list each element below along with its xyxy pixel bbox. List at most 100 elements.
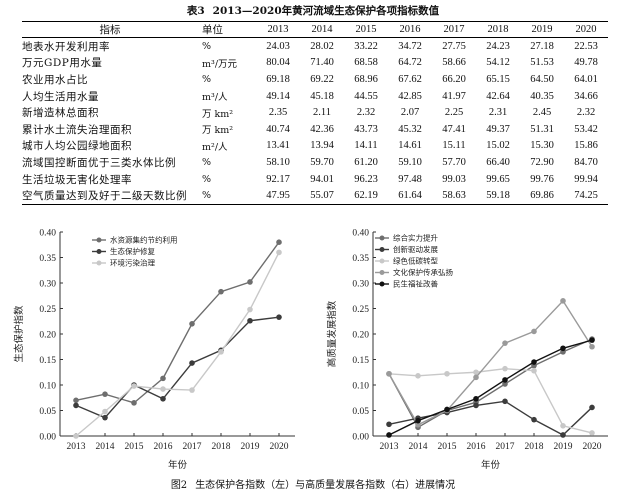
value-cell: 84.70: [574, 156, 598, 168]
value-cell: 99.76: [530, 173, 554, 185]
table-caption-text: 2013—2020年黄河流域生态保护各项指标数值: [212, 5, 440, 17]
series-line: [75, 241, 280, 404]
table-row: 人均生活用水量 m³/人 49.14 45.18 44.55 42.85 41.97 42.6…: [22, 88, 608, 105]
header-year: 2014: [300, 21, 344, 38]
data-point: [276, 314, 282, 320]
legend-swatch-marker: [379, 258, 385, 264]
data-point: [247, 317, 253, 324]
legend-swatch-marker: [379, 235, 385, 241]
series-line: [388, 367, 593, 434]
y-tick-label: 0.35: [352, 254, 369, 264]
y-tick-label: 0.20: [352, 331, 369, 341]
indicator-cell: 累计水土流失治理面积: [22, 123, 132, 136]
value-cell: 80.04: [266, 57, 290, 69]
header-year: 2015: [344, 21, 388, 38]
x-tick-label: 2019: [554, 442, 573, 452]
value-cell: 54.12: [486, 57, 510, 69]
data-point: [589, 430, 595, 436]
unit-cell: %: [202, 173, 212, 185]
value-cell: 94.01: [310, 173, 334, 185]
data-point: [276, 239, 282, 245]
data-point: [502, 365, 508, 372]
legend-swatch-marker: [96, 260, 102, 266]
figure-caption: 图2 生态保护各指数（左）与高质量发展各指数（右）进展情况: [0, 476, 626, 491]
value-cell: 66.40: [486, 156, 510, 168]
value-cell: 59.70: [310, 156, 334, 168]
y-tick-label: 0.30: [352, 280, 369, 290]
value-cell: 34.66: [574, 90, 598, 102]
data-point: [218, 349, 224, 355]
value-cell: 92.17: [266, 173, 290, 185]
value-cell: 2.32: [356, 107, 376, 119]
data-point: [589, 343, 595, 350]
y-tick-label: 0.35: [39, 254, 56, 264]
value-cell: 99.94: [574, 173, 598, 185]
value-cell: 40.74: [266, 123, 290, 135]
value-cell: 15.30: [530, 140, 554, 152]
legend-label: 民生福祉改善: [393, 279, 438, 289]
table-row: 地表水开发利用率% 24.03 28.02 33.22 34.72 27.75 24.23 2…: [22, 38, 608, 55]
value-cell: 53.42: [574, 123, 598, 135]
series-line: [388, 339, 593, 436]
y-tick-label: 0.05: [352, 407, 369, 417]
indicator-cell: 城市人均公园绿地面积: [22, 140, 132, 153]
unit-cell: %: [198, 187, 256, 205]
data-point: [473, 395, 479, 402]
data-point: [160, 375, 166, 382]
unit-cell: 万 km²: [202, 108, 234, 120]
data-point: [247, 306, 253, 313]
header-year: 2018: [476, 21, 520, 38]
x-axis-title: 年份: [481, 459, 501, 471]
y-tick-label: 0.40: [352, 229, 369, 239]
x-tick-label: 2016: [154, 442, 173, 452]
indicator-cell: 生活垃圾无害化处理率: [22, 173, 132, 186]
value-cell: 58.10: [266, 156, 290, 168]
table-caption: 表3 2013—2020年黄河流域生态保护各项指标数值: [0, 3, 626, 18]
y-tick-label: 0.00: [39, 433, 56, 443]
value-cell: 44.55: [354, 90, 378, 102]
value-cell: 59.10: [398, 156, 422, 168]
value-cell: 65.15: [486, 73, 510, 85]
legend-swatch-marker: [96, 249, 102, 254]
value-cell: 51.53: [530, 57, 554, 69]
table-row: 生活垃圾无害化处理率% 92.17 94.01 96.23 97.48 99.03 99.6…: [22, 171, 608, 188]
value-cell: 41.97: [442, 90, 466, 102]
value-cell: 42.36: [310, 123, 334, 135]
indicator-cell: 流域国控断面优于三类水体比例: [22, 156, 176, 169]
data-point: [189, 387, 195, 393]
legend-label: 水资源集约节约利用: [110, 235, 178, 245]
value-cell: 15.86: [574, 140, 598, 152]
value-cell: 62.19: [344, 187, 388, 205]
value-cell: 47.95: [256, 187, 300, 205]
x-tick-label: 2015: [438, 442, 457, 452]
legend-swatch-marker: [379, 270, 385, 275]
data-point: [473, 369, 479, 376]
data-point: [473, 402, 479, 409]
data-point: [131, 400, 137, 406]
table-row: 万元GDP用水量 m³/万元 80.04 71.40 68.58 64.72 58.66 54…: [22, 55, 608, 72]
data-point: [73, 397, 79, 404]
value-cell: 59.18: [476, 187, 520, 205]
table-header-row: 指标 单位 2013 2014 2015 2016 2017 2018 2019 2020: [22, 21, 608, 38]
value-cell: 34.72: [398, 40, 422, 52]
value-cell: 61.64: [388, 187, 432, 205]
x-tick-label: 2018: [212, 442, 231, 452]
data-point: [386, 370, 392, 377]
value-cell: 74.25: [564, 187, 608, 205]
value-cell: 49.14: [266, 90, 290, 102]
data-point: [560, 423, 566, 429]
value-cell: 14.11: [354, 140, 378, 152]
value-cell: 64.50: [530, 73, 554, 85]
legend-label: 创新驱动发展: [393, 244, 438, 254]
data-point: [189, 321, 195, 327]
figure-caption-number: 图2: [170, 480, 188, 491]
x-tick-label: 2017: [496, 442, 515, 452]
value-cell: 45.18: [310, 90, 334, 102]
data-point: [160, 386, 166, 392]
indicator-cell: 新增造林总面积: [22, 107, 99, 120]
series-line: [388, 400, 593, 436]
table-row: 城市人均公园绿地面积 m²/人 13.41 13.94 14.11 14.61 15.11 1…: [22, 138, 608, 155]
x-tick-label: 2013: [380, 442, 399, 452]
data-point: [247, 279, 253, 285]
y-tick-label: 0.00: [352, 433, 369, 443]
